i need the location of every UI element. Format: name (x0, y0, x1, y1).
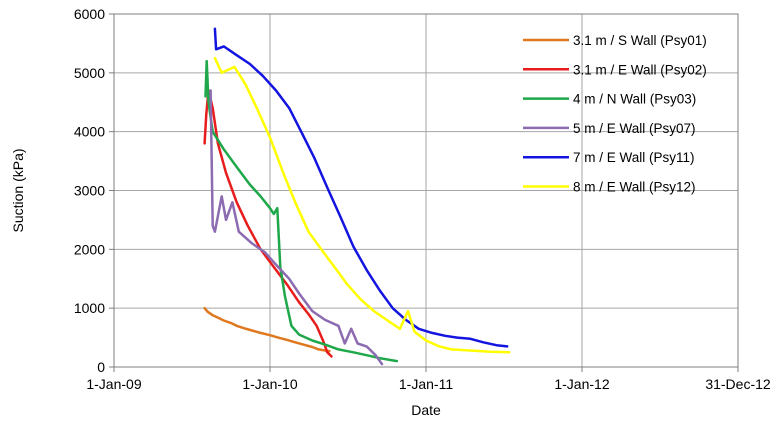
y-tick-label: 1000 (74, 300, 105, 316)
series-line-psy11 (213, 27, 509, 348)
legend-label-psy07: 5 m / E Wall (Psy07) (573, 121, 696, 136)
legend-label-psy02: 3.1 m / E Wall (Psy02) (573, 62, 707, 77)
x-tick-label: 31-Dec-12 (705, 376, 771, 392)
series-line-psy12 (213, 56, 511, 354)
legend-label-psy12: 8 m / E Wall (Psy12) (573, 180, 696, 195)
y-axis-title: Suction (kPa) (10, 148, 26, 232)
legend-label-psy03: 4 m / N Wall (Psy03) (573, 92, 696, 107)
series-line-psy01 (203, 306, 331, 353)
x-tick-label: 1-Jan-09 (86, 376, 141, 392)
series-line-psy03 (204, 59, 399, 363)
y-tick-label: 5000 (74, 65, 105, 81)
tick-labels: 0 1000 2000 3000 4000 5000 6000 1-Jan-09 1-Jan-1… (74, 6, 771, 392)
legend-label-psy11: 7 m / E Wall (Psy11) (573, 150, 695, 165)
y-tick-label: 2000 (74, 241, 105, 257)
legend: 3.1 m / S Wall (Psy01) 3.1 m / E Wall (Ps… (523, 33, 707, 195)
x-axis-title: Date (411, 402, 441, 418)
y-tick-label: 6000 (74, 6, 105, 22)
y-tick-label: 0 (97, 359, 105, 375)
x-tick-label: 1-Jan-11 (399, 376, 453, 392)
y-tick-label: 4000 (74, 124, 105, 140)
series-line-psy07 (209, 89, 384, 366)
x-tick-label: 1-Jan-10 (242, 376, 297, 392)
series-lines (203, 27, 511, 366)
y-tick-label: 3000 (74, 183, 105, 199)
legend-label-psy01: 3.1 m / S Wall (Psy01) (573, 33, 707, 48)
x-tick-label: 1-Jan-12 (554, 376, 609, 392)
